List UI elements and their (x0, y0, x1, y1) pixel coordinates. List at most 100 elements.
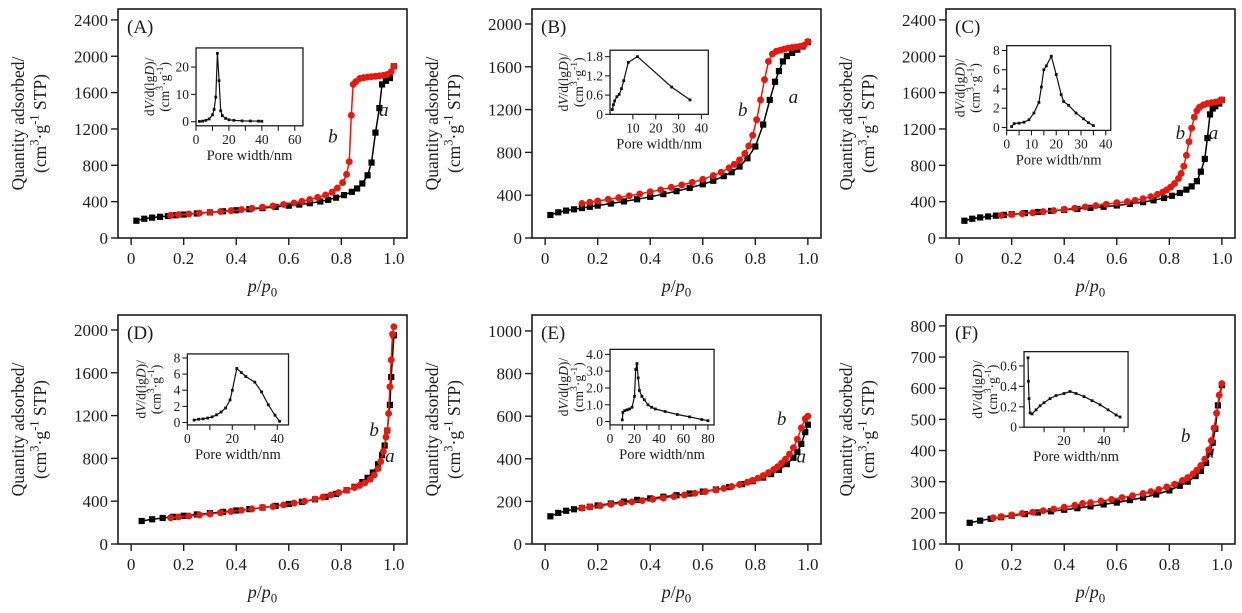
y-tick-label: 0 (514, 229, 523, 248)
data-point-circle (1188, 124, 1196, 132)
inset-data-point (633, 394, 636, 398)
data-point-circle (786, 450, 793, 458)
data-point-circle (1175, 175, 1182, 182)
data-point-circle (1184, 474, 1192, 482)
series-a-label: a (379, 100, 389, 121)
y-axis-title-line1: Quantity adsorbed/ (422, 57, 442, 191)
inset-data-point (1118, 415, 1122, 419)
data-point-square (555, 509, 562, 516)
data-point-circle (1008, 511, 1016, 519)
data-point-circle (1097, 497, 1105, 505)
inset-data-point (201, 119, 205, 123)
data-point-circle (754, 474, 762, 482)
x-tick-label: 0.4 (1054, 555, 1076, 574)
data-point-square (296, 201, 303, 208)
x-tick-label: 0.4 (226, 249, 248, 268)
inset-data-point (204, 118, 208, 122)
plot-border (117, 314, 408, 545)
inset-data-point (1049, 54, 1053, 58)
inset-data-point (1042, 68, 1046, 72)
y-tick-label: 400 (911, 193, 937, 212)
data-point-circle (1050, 505, 1058, 513)
data-point-square (783, 461, 790, 468)
y-tick-label: 0 (100, 535, 109, 554)
inset-y-title-line2: (cm3·g-1) (569, 57, 586, 107)
data-point-square (547, 211, 554, 219)
data-point-circle (306, 195, 314, 203)
inset-y-tick-label: 20 (176, 60, 190, 75)
data-point-circle (301, 497, 309, 505)
series-b-label: b (777, 409, 787, 430)
y-tick-label: 800 (83, 449, 109, 468)
data-point-square (1034, 509, 1042, 516)
data-point-circle (361, 479, 369, 487)
data-point-circle (377, 458, 385, 466)
data-point-circle (761, 76, 768, 84)
data-point-square (570, 206, 578, 213)
x-axis: 0 0.2 0.4 0.6 0.8 1.0 (541, 544, 818, 574)
data-point-circle (1118, 494, 1126, 502)
inset-data-point (1106, 408, 1110, 412)
series-b: b (578, 409, 812, 512)
data-point-circle (764, 469, 772, 477)
inset-y-title-line1: dV/d(lgD)/ (953, 59, 968, 118)
y-axis-title-line1: Quantity adsorbed/ (422, 363, 442, 497)
x-axis: 0 0.2 0.4 0.6 0.8 1.0 (127, 544, 404, 574)
inset-y-tick-label: 0.4 (1000, 379, 1017, 394)
y-tick-label: 200 (497, 492, 523, 511)
x-tick-label: 0.8 (745, 249, 766, 268)
inset-y-tick-label: 6 (993, 62, 1000, 77)
data-point-circle (1189, 470, 1197, 478)
data-point-square (325, 196, 332, 203)
data-point-circle (1215, 391, 1223, 399)
inset-x-tick-label: 40 (652, 431, 666, 446)
data-point-square (789, 49, 796, 56)
y-tick-label: 800 (497, 143, 523, 162)
plot-border (531, 8, 822, 239)
inset-y-title-line2: (cm3·g-1) (983, 365, 1000, 415)
inset-data-point (215, 413, 218, 417)
data-point-circle (1050, 207, 1058, 215)
y-axis: 0 400 800 1200 1600 2000 (74, 321, 118, 554)
data-point-square (1150, 197, 1157, 204)
data-point-square (710, 177, 717, 184)
inset-y-tick-label: 0 (596, 107, 603, 122)
data-point-square (992, 212, 1000, 219)
y-tick-label: 2000 (74, 321, 108, 340)
data-point-circle (339, 179, 347, 187)
data-point-circle (366, 475, 374, 483)
inset-border (186, 353, 290, 426)
data-point-circle (680, 491, 688, 499)
data-point-circle (709, 172, 717, 180)
data-point-square (984, 213, 992, 220)
inset-y-title-line2: (cm3·g-1) (146, 365, 163, 415)
y-tick-label: 800 (911, 317, 937, 336)
data-point-circle (759, 472, 767, 480)
inset-data-point (248, 119, 252, 123)
inset-data-point (675, 413, 679, 416)
panel-label: (D) (127, 323, 153, 344)
data-point-circle (596, 502, 604, 510)
data-point-square (633, 496, 641, 504)
x-tick-label: 1.0 (383, 555, 404, 574)
inset-y-tick-label: 1.2 (586, 68, 603, 83)
data-point-circle (356, 481, 364, 489)
data-point-circle (216, 509, 224, 517)
data-point-circle (1039, 507, 1047, 515)
data-point-square (285, 202, 292, 209)
inset-data-point (257, 119, 260, 123)
y-tick-label: 0 (100, 229, 109, 248)
data-point-circle (625, 192, 633, 200)
data-point-circle (659, 494, 667, 502)
y-tick-label: 1600 (902, 84, 936, 103)
inset-data-point (650, 405, 654, 409)
inset-data-point (230, 388, 234, 392)
inset-x-tick-label: 40 (695, 120, 709, 135)
data-point-circle (1205, 446, 1213, 454)
data-point-circle (604, 195, 612, 203)
data-point-square (1197, 467, 1204, 474)
inset-data-point (1034, 408, 1038, 412)
data-point-circle (248, 505, 256, 513)
